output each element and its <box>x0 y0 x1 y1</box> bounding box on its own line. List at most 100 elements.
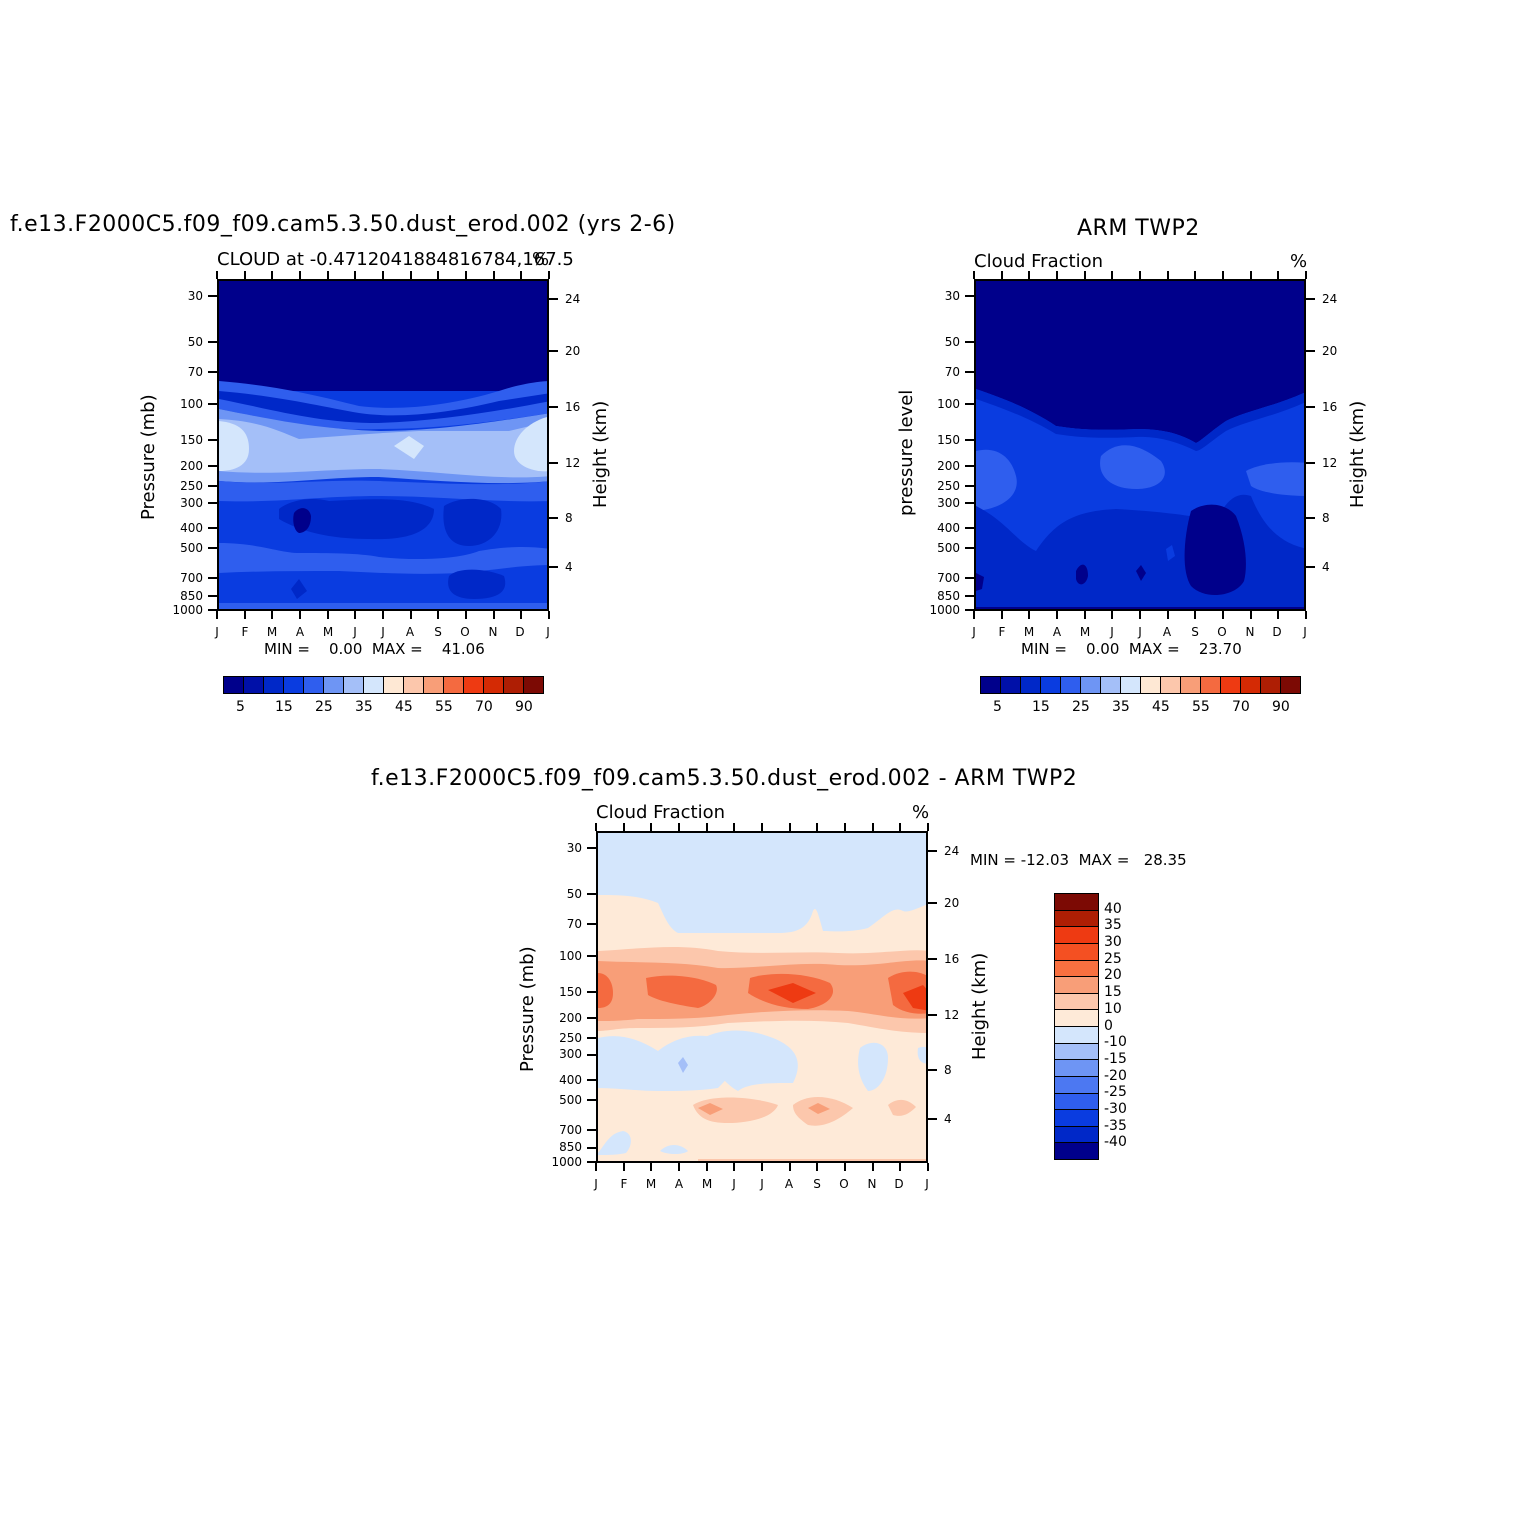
panel3-y2label: Height (km) <box>969 952 990 1060</box>
panel3-minmax: MIN = -12.03 MAX = 28.35 <box>970 851 1187 869</box>
ytick-mark <box>965 295 974 297</box>
panel1-contour <box>219 281 547 609</box>
panel1-ytick: 50 <box>187 335 203 349</box>
panel2-y2tick: 24 <box>1322 292 1338 306</box>
panel3-cbar-label: 35 <box>1104 917 1122 934</box>
ytick-mark <box>208 439 217 441</box>
panel3-ytick: 850 <box>559 1140 582 1154</box>
colorbar-swatch <box>1261 677 1281 693</box>
panel3-cbar-label: 0 <box>1104 1017 1113 1034</box>
panel1-y2tick: 4 <box>565 560 573 574</box>
colorbar-swatch <box>1161 677 1181 693</box>
ytick-mark <box>587 1099 596 1101</box>
xtick-mark <box>1166 611 1169 619</box>
ytick-mark <box>965 403 974 405</box>
panel2-xtick: M <box>1079 625 1091 639</box>
xtick-top-mark <box>1194 271 1197 279</box>
panel1-minmax: MIN = 0.00 MAX = 41.06 <box>264 640 485 658</box>
panel2-ytick: 30 <box>944 289 960 303</box>
xtick-top-mark <box>816 823 819 831</box>
panel2-xtick: O <box>1217 625 1227 639</box>
panel3-ytick: 500 <box>559 1093 582 1107</box>
colorbar-swatch <box>284 677 304 693</box>
xtick-top-mark <box>705 823 708 831</box>
panel2-ytick: 70 <box>944 365 960 379</box>
xtick-top-mark <box>1139 271 1141 279</box>
panel3-cbar-label: -25 <box>1104 1084 1127 1101</box>
panel3-xtick: J <box>732 1177 736 1191</box>
ytick-mark <box>208 577 217 579</box>
y2tick-mark <box>549 517 558 519</box>
y2tick-mark <box>1306 462 1315 464</box>
panel1-ytick: 150 <box>180 433 203 447</box>
colorbar-swatch <box>244 677 264 693</box>
panel2-ytick: 50 <box>944 335 960 349</box>
panel2-xtick: J <box>972 625 976 639</box>
panel1-y2tick: 16 <box>565 400 581 414</box>
y2tick-mark <box>549 462 558 464</box>
panel3-ytick: 700 <box>559 1123 582 1137</box>
panel1-xtick: A <box>295 625 305 639</box>
xtick-top-mark <box>1277 271 1280 279</box>
xtick-top-mark <box>271 271 274 279</box>
panel3-cbar-label: -40 <box>1104 1134 1127 1151</box>
colorbar-swatch <box>444 677 464 693</box>
colorbar-swatch <box>1055 1110 1098 1127</box>
panel1-xtick: J <box>215 625 219 639</box>
panel2-xtick: S <box>1191 625 1199 639</box>
colorbar-swatch <box>1055 1027 1098 1044</box>
panel1-cbar-label: 15 <box>275 699 293 715</box>
panel3-plot-area <box>596 831 928 1163</box>
ytick-mark <box>965 609 974 611</box>
ytick-mark <box>587 955 596 957</box>
xtick-top-mark <box>1028 271 1031 279</box>
panel2-plot-area <box>974 279 1306 611</box>
y2tick-mark <box>928 958 937 960</box>
colorbar-swatch <box>1055 1043 1098 1061</box>
xtick-mark <box>1083 611 1086 619</box>
panel1-ytick: 100 <box>180 397 203 411</box>
xtick-mark <box>761 1163 763 1171</box>
colorbar-swatch <box>524 677 543 693</box>
panel3-xtick: S <box>813 1177 821 1191</box>
panel2-contour <box>976 281 1304 609</box>
colorbar-swatch <box>1055 960 1098 978</box>
panel2-ytick: 100 <box>937 397 960 411</box>
colorbar-swatch <box>324 677 344 693</box>
panel2-cbar-label: 5 <box>993 699 1002 715</box>
xtick-top-mark <box>899 823 902 831</box>
panel2-xtick: J <box>1303 625 1307 639</box>
panel2-ytick: 150 <box>937 433 960 447</box>
ytick-mark <box>587 923 596 925</box>
xtick-top-mark <box>1083 271 1086 279</box>
panel3-y2tick: 24 <box>944 844 960 858</box>
panel3-y2tick: 16 <box>944 952 960 966</box>
panel3-ytick: 50 <box>566 887 582 901</box>
colorbar-swatch <box>1281 677 1300 693</box>
ytick-mark <box>587 847 596 849</box>
xtick-mark <box>326 611 329 619</box>
xtick-top-mark <box>650 823 653 831</box>
colorbar-swatch <box>981 677 1001 693</box>
panel2-xtick: M <box>1023 625 1035 639</box>
xtick-top-mark <box>299 271 301 279</box>
colorbar-swatch <box>404 677 424 693</box>
xtick-mark <box>382 611 384 619</box>
xtick-mark <box>216 611 218 619</box>
panel3-xtick: M <box>701 1177 713 1191</box>
y2tick-mark <box>928 1014 937 1016</box>
panel1-cbar-label: 5 <box>236 699 245 715</box>
xtick-top-mark <box>216 271 218 279</box>
panel3-cbar-label: -10 <box>1104 1034 1127 1051</box>
panel1-y2label: Height (km) <box>590 400 611 508</box>
panel2-subtitle: Cloud Fraction <box>974 251 1103 272</box>
xtick-top-mark <box>733 823 736 831</box>
panel3-cbar-label: 40 <box>1104 900 1122 917</box>
panel2-xtick: F <box>998 625 1006 639</box>
xtick-mark <box>1249 611 1252 619</box>
colorbar-swatch <box>264 677 284 693</box>
ytick-mark <box>208 403 217 405</box>
colorbar-swatch <box>1055 910 1098 928</box>
ytick-mark <box>208 527 217 529</box>
colorbar-swatch <box>1001 677 1021 693</box>
